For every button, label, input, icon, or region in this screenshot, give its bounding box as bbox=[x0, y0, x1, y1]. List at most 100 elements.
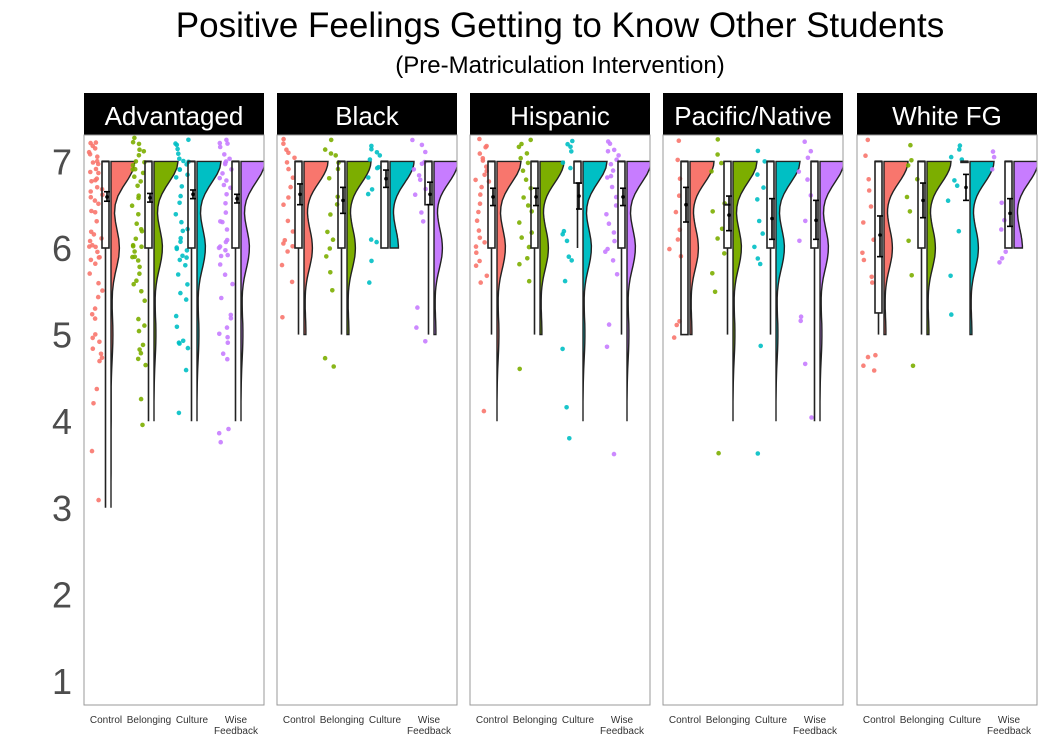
data-point bbox=[948, 154, 954, 160]
panel-plot-area bbox=[86, 135, 264, 508]
box bbox=[617, 160, 626, 249]
data-point bbox=[863, 153, 868, 158]
data-point bbox=[96, 280, 101, 286]
chart-title: Positive Feelings Getting to Know Other … bbox=[175, 6, 945, 45]
condition-belonging bbox=[904, 142, 952, 369]
facet-strip bbox=[663, 93, 843, 135]
data-point bbox=[369, 187, 375, 192]
data-point bbox=[132, 174, 137, 179]
data-point bbox=[608, 161, 614, 167]
x-tick-label: Wise bbox=[998, 715, 1021, 726]
data-point bbox=[281, 141, 286, 146]
facet-strip bbox=[277, 93, 457, 135]
data-point bbox=[94, 185, 100, 190]
box bbox=[231, 160, 240, 249]
data-point bbox=[97, 358, 102, 364]
data-point bbox=[177, 341, 182, 346]
facet-strip bbox=[84, 93, 264, 135]
data-point bbox=[945, 198, 951, 203]
data-point bbox=[93, 166, 99, 172]
condition-wise-feedback bbox=[603, 139, 650, 457]
x-tick-label: Wise bbox=[225, 715, 248, 726]
data-point bbox=[130, 167, 135, 172]
data-point bbox=[86, 149, 92, 155]
data-point bbox=[755, 172, 760, 177]
data-point bbox=[367, 280, 372, 285]
x-tick-label: Control bbox=[476, 715, 508, 726]
data-point bbox=[605, 175, 610, 180]
data-point bbox=[614, 272, 620, 277]
data-point bbox=[330, 237, 336, 242]
condition-control bbox=[860, 137, 909, 373]
data-point bbox=[989, 167, 995, 172]
data-point bbox=[225, 252, 230, 258]
data-point bbox=[671, 335, 677, 340]
data-point bbox=[281, 136, 286, 142]
data-point bbox=[143, 362, 148, 368]
chart-subtitle: (Pre-Matriculation Intervention) bbox=[395, 52, 725, 79]
x-tick-label: Culture bbox=[176, 715, 209, 726]
mean-point bbox=[235, 196, 239, 201]
data-point bbox=[280, 315, 285, 320]
data-point bbox=[286, 195, 291, 200]
data-point bbox=[990, 149, 996, 154]
data-point bbox=[134, 221, 139, 226]
box bbox=[380, 160, 389, 249]
data-point bbox=[130, 162, 136, 168]
data-point bbox=[906, 238, 911, 244]
data-point bbox=[675, 157, 680, 163]
data-point bbox=[478, 280, 484, 285]
data-point bbox=[180, 338, 186, 344]
data-point bbox=[132, 249, 137, 254]
data-point bbox=[673, 209, 679, 215]
mean-point bbox=[621, 195, 625, 199]
data-point bbox=[719, 160, 724, 166]
y-axis: 1 2 3 4 5 6 7 bbox=[52, 141, 72, 702]
data-point bbox=[94, 386, 100, 392]
condition-wise-feedback bbox=[796, 139, 843, 422]
data-point bbox=[279, 262, 285, 268]
condition-culture bbox=[173, 137, 222, 422]
data-point bbox=[130, 139, 136, 145]
data-point bbox=[755, 256, 761, 261]
data-point bbox=[91, 232, 97, 237]
data-point bbox=[909, 158, 914, 163]
box bbox=[573, 160, 582, 184]
data-point bbox=[87, 271, 92, 276]
data-point bbox=[369, 143, 374, 149]
data-point bbox=[133, 236, 139, 242]
data-point bbox=[137, 147, 142, 152]
y-tick-label: 6 bbox=[52, 228, 72, 269]
condition-wise-feedback bbox=[989, 149, 1037, 265]
panel-plot-area bbox=[667, 137, 843, 456]
data-point bbox=[562, 278, 568, 284]
data-point bbox=[871, 368, 877, 373]
mean-point bbox=[964, 185, 968, 190]
panel-hispanic: Hispanic Control Belonging Culture WiseFeedb… bbox=[469, 93, 651, 737]
data-point bbox=[369, 258, 374, 264]
data-point bbox=[608, 173, 614, 179]
mean-point bbox=[1008, 211, 1012, 216]
data-point bbox=[284, 160, 290, 165]
data-point bbox=[228, 316, 234, 321]
data-point bbox=[288, 184, 293, 190]
data-point bbox=[412, 192, 418, 197]
data-point bbox=[141, 149, 147, 154]
data-point bbox=[140, 342, 146, 348]
mean-point bbox=[191, 192, 195, 197]
data-point bbox=[328, 212, 333, 217]
x-tick-label: Wise bbox=[804, 715, 827, 726]
condition-control bbox=[667, 138, 715, 340]
data-point bbox=[130, 244, 136, 249]
data-point bbox=[411, 167, 417, 172]
data-point bbox=[292, 155, 297, 161]
data-point bbox=[137, 264, 142, 270]
data-point bbox=[281, 241, 286, 246]
data-point bbox=[752, 244, 757, 250]
data-point bbox=[798, 318, 803, 324]
data-point bbox=[999, 227, 1004, 232]
data-point bbox=[473, 177, 478, 183]
data-point bbox=[326, 176, 332, 181]
data-point bbox=[226, 426, 231, 432]
